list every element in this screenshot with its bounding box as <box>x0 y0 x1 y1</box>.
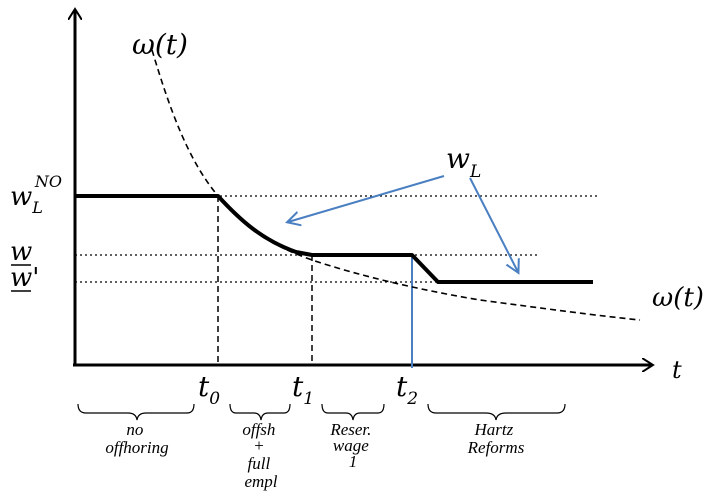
label-wno: wLNO <box>10 172 62 217</box>
brace-reser <box>321 403 385 421</box>
tick-t1: t1 <box>292 370 314 409</box>
x-axis-label: t <box>672 356 682 384</box>
arrow-to-hartz <box>469 177 518 272</box>
phase-no-offhoring: no offhoring <box>105 420 168 457</box>
label-w-prime: w' <box>10 263 39 293</box>
omega-curve <box>151 49 641 321</box>
phase-reser-wage: Reser. wage 1 <box>329 420 375 471</box>
phase-offsh-full-empl: offsh + full empl <box>242 420 279 491</box>
phase-hartz-reforms: Hartz Reforms <box>467 420 525 457</box>
wage-path <box>75 194 593 284</box>
omega-label-right: ω(t) <box>652 283 704 313</box>
brace-offsh <box>229 403 291 421</box>
brace-hartz <box>427 403 566 421</box>
tick-t0: t0 <box>198 370 220 409</box>
wl-label: wL <box>446 142 481 182</box>
tick-t2: t2 <box>396 370 418 409</box>
brace-no-offhoring <box>77 403 195 421</box>
omega-label-top: ω(t) <box>132 28 188 61</box>
arrow-to-curve <box>288 175 445 222</box>
label-w-bar: w <box>10 237 32 267</box>
